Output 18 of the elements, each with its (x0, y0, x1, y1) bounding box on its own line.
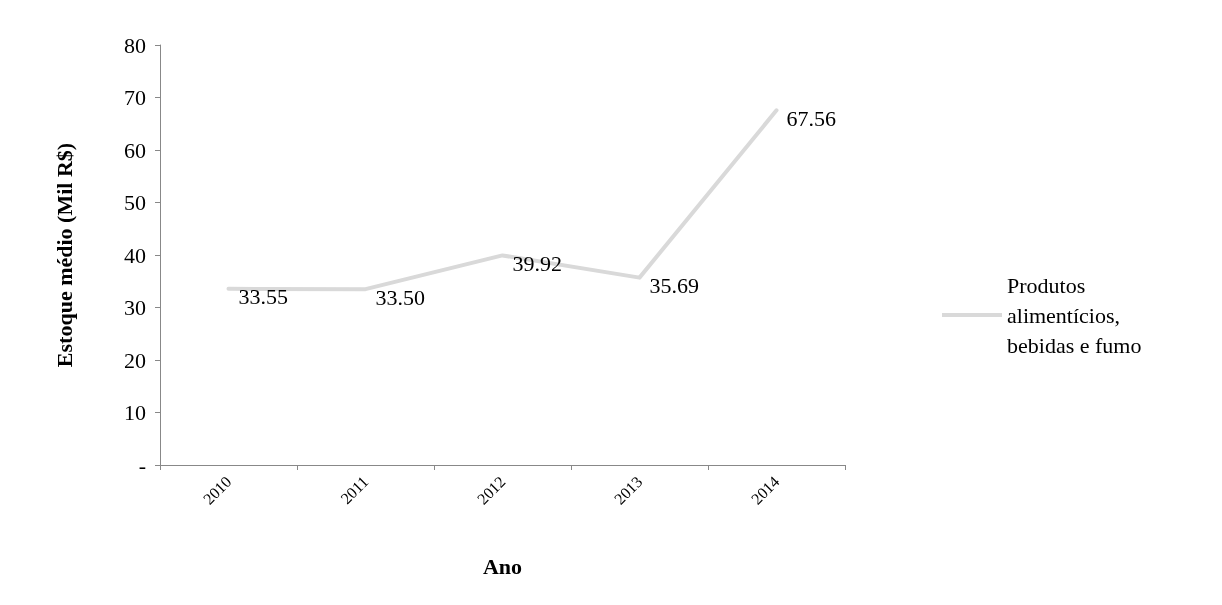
data-label: 33.50 (375, 284, 425, 310)
data-label: 35.69 (649, 273, 699, 299)
x-axis-title: Ano (482, 553, 523, 579)
data-label: 39.92 (512, 250, 562, 276)
data-label: 33.55 (238, 284, 288, 310)
y-axis-title: Estoque médio (Mil R$) (51, 142, 77, 368)
y-tick-label: 80 (124, 32, 146, 58)
y-tick-label: 20 (124, 347, 146, 373)
y-tick-label: - (138, 452, 146, 478)
y-tick-label: 70 (124, 85, 146, 110)
y-tick-label: 60 (124, 137, 146, 163)
y-tick-label: 30 (124, 295, 146, 320)
line-series (226, 108, 779, 292)
data-label: 67.56 (786, 105, 836, 131)
y-tick-label: 10 (124, 400, 146, 425)
legend-label: Produtos alimentícios, bebidas e fumo (1007, 272, 1142, 358)
y-tick-label: 50 (124, 190, 146, 215)
y-tick-label: 40 (124, 242, 146, 268)
